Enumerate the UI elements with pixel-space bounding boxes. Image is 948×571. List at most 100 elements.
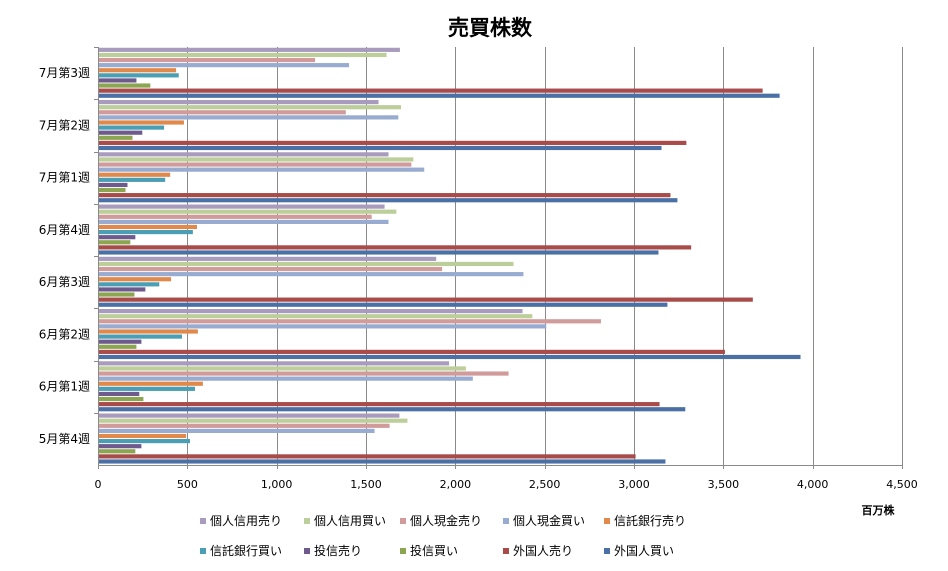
bar-外国人買い-7月第3週 xyxy=(99,93,780,98)
axes xyxy=(94,47,903,469)
bar-個人現金売り-6月第2週 xyxy=(99,319,601,324)
legend-item: 信託銀行買い xyxy=(200,543,282,558)
bar-個人信用売り-6月第4週 xyxy=(99,204,385,209)
x-tick-label: 4,000 xyxy=(797,478,829,491)
bar-外国人買い-6月第4週 xyxy=(99,250,659,255)
bar-投信買い-7月第3週 xyxy=(99,83,151,88)
legend-label: 個人信用買い xyxy=(314,514,386,528)
bar-個人現金買い-5月第4週 xyxy=(99,428,375,433)
bar-外国人売り-6月第4週 xyxy=(99,245,692,250)
bar-個人信用売り-5月第4週 xyxy=(99,413,400,418)
bar-投信買い-6月第4週 xyxy=(99,240,131,245)
bar-個人現金買い-7月第3週 xyxy=(99,63,350,68)
bar-個人信用買い-6月第1週 xyxy=(99,366,466,371)
legend-label: 外国人買い xyxy=(614,544,674,558)
bar-投信売り-6月第4週 xyxy=(99,235,136,240)
bar-個人信用売り-7月第2週 xyxy=(99,100,379,105)
bar-外国人買い-7月第1週 xyxy=(99,198,678,203)
legend-label: 個人信用売り xyxy=(210,513,282,528)
bar-個人現金買い-6月第1週 xyxy=(99,376,473,381)
bar-外国人買い-6月第3週 xyxy=(99,302,668,307)
legend-swatch xyxy=(200,518,206,524)
category-label: 7月第3週 xyxy=(39,66,90,80)
bar-投信売り-6月第2週 xyxy=(99,339,142,344)
legend-swatch xyxy=(400,518,406,524)
bar-信託銀行買い-5月第4週 xyxy=(99,439,191,444)
x-tick-label: 3,000 xyxy=(618,478,650,491)
legend-swatch xyxy=(304,518,310,524)
bar-外国人買い-5月第4週 xyxy=(99,459,666,464)
legend-swatch xyxy=(304,548,310,554)
bar-外国人売り-7月第1週 xyxy=(99,193,671,198)
legend-label: 信託銀行買い xyxy=(210,543,282,558)
bar-信託銀行買い-7月第2週 xyxy=(99,125,165,130)
bar-個人現金売り-7月第1週 xyxy=(99,162,412,167)
bar-信託銀行買い-7月第1週 xyxy=(99,177,166,182)
x-axis-unit-label: 百万株 xyxy=(862,503,896,517)
bar-外国人売り-6月第1週 xyxy=(99,402,660,407)
bar-信託銀行売り-7月第1週 xyxy=(99,172,171,177)
x-tick-label: 2,500 xyxy=(529,478,561,491)
legend-item: 投信買い xyxy=(400,543,458,558)
bar-外国人買い-7月第2週 xyxy=(99,145,662,151)
bar-個人信用買い-7月第2週 xyxy=(99,105,402,110)
legend-swatch xyxy=(503,518,509,524)
bar-個人信用買い-5月第4週 xyxy=(99,418,408,423)
bar-個人現金売り-7月第2週 xyxy=(99,110,346,115)
bar-投信買い-7月第1週 xyxy=(99,187,126,193)
bar-投信売り-7月第3週 xyxy=(99,78,137,83)
bar-投信買い-6月第1週 xyxy=(99,396,144,402)
legend-swatch xyxy=(604,548,610,554)
bar-個人現金売り-5月第4週 xyxy=(99,423,390,428)
bar-外国人売り-6月第3週 xyxy=(99,297,753,302)
bar-個人現金買い-7月第2週 xyxy=(99,115,399,120)
category-label: 7月第2週 xyxy=(39,118,90,132)
x-tick-label: 1,000 xyxy=(261,478,293,491)
legend-item: 信託銀行売り xyxy=(604,513,686,528)
bar-個人現金買い-6月第4週 xyxy=(99,219,389,224)
legend-item: 個人信用売り xyxy=(200,513,282,528)
bar-個人信用買い-6月第4週 xyxy=(99,209,397,214)
x-tick-label: 1,500 xyxy=(350,478,382,491)
bar-外国人売り-6月第2週 xyxy=(99,349,725,354)
legend-label: 信託銀行売り xyxy=(614,513,686,528)
legend-label: 投信買い xyxy=(410,543,458,558)
legend-item: 投信売り xyxy=(304,543,362,558)
bar-投信売り-6月第1週 xyxy=(99,391,140,397)
bar-投信売り-7月第2週 xyxy=(99,130,143,135)
legend-label: 投信売り xyxy=(314,543,362,558)
bar-個人信用売り-6月第2週 xyxy=(99,309,523,314)
x-tick-label: 2,000 xyxy=(440,478,472,491)
bar-個人信用売り-7月第3週 xyxy=(99,47,400,52)
bars xyxy=(99,47,801,464)
bar-個人現金買い-6月第3週 xyxy=(99,272,524,277)
legend-swatch xyxy=(200,548,206,554)
legend-swatch xyxy=(604,518,610,524)
bar-個人信用買い-7月第3週 xyxy=(99,52,387,58)
legend-item: 個人信用買い xyxy=(304,514,386,528)
bar-信託銀行売り-7月第3週 xyxy=(99,68,177,73)
category-label: 6月第4週 xyxy=(39,223,90,237)
bar-信託銀行売り-6月第2週 xyxy=(99,329,198,334)
bar-外国人売り-5月第4週 xyxy=(99,454,636,459)
bar-信託銀行売り-7月第2週 xyxy=(99,120,184,125)
x-tick-label: 3,500 xyxy=(708,478,740,491)
bar-信託銀行買い-6月第1週 xyxy=(99,386,196,391)
bar-投信買い-5月第4週 xyxy=(99,449,136,454)
bar-外国人買い-6月第2週 xyxy=(99,354,801,360)
legend-label: 個人現金買い xyxy=(513,513,585,528)
bar-個人信用買い-7月第1週 xyxy=(99,157,414,162)
bar-投信買い-6月第2週 xyxy=(99,344,137,349)
legend-swatch xyxy=(503,548,509,554)
bar-信託銀行売り-6月第4週 xyxy=(99,224,197,230)
legend-item: 外国人買い xyxy=(604,544,674,558)
x-tick-label: 500 xyxy=(177,478,198,491)
bar-投信買い-6月第3週 xyxy=(99,292,135,297)
x-tick-labels: 0 500 1,000 1,500 2,000 2,500 3,000 3,500 4,000 4… xyxy=(95,478,918,491)
x-tick-label: 0 xyxy=(95,478,102,491)
legend-item: 個人現金売り xyxy=(400,513,482,528)
bar-個人現金買い-7月第1週 xyxy=(99,167,425,172)
chart-title: 売買株数 xyxy=(448,16,533,40)
